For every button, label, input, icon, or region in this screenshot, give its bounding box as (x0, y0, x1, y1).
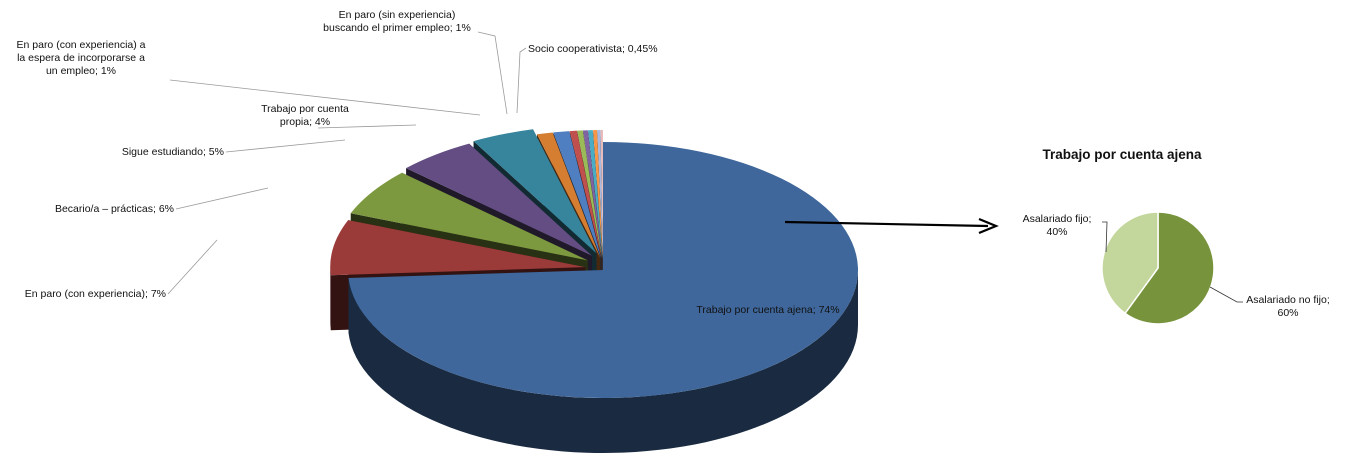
slice-label-en-paro-con-experiencia-1: En paro (con experiencia); 7% (25, 288, 166, 300)
sub-leader-line-asalariado-no-fijo-0 (1210, 287, 1243, 302)
sub-slice-label-asalariado-fijo-1: Asalariado fijo; 40% (1023, 213, 1092, 238)
leader-line-en-paro-con-experiencia-1 (168, 240, 217, 294)
slice-label-socio-cooperativista-7: Socio cooperativista; 0,45% (528, 43, 658, 55)
slice-label-becario-a-practicas-2: Becario/a – prácticas; 6% (55, 203, 174, 215)
sub-leader-line-asalariado-fijo-1 (1102, 222, 1107, 252)
slice-label-trabajo-por-cuenta-propia-4: Trabajo por cuenta propia; 4% (261, 103, 349, 128)
sub-pie (1102, 212, 1214, 324)
sub-slice-label-asalariado-no-fijo-0: Asalariado no fijo; 60% (1246, 294, 1329, 319)
leader-line-sigue-estudiando-3 (226, 140, 345, 152)
slice-label-en-paro-sin-experiencia-buscando-el-primer-empleo-6: En paro (sin experiencia) buscando el pri… (323, 9, 471, 34)
sub-pie-title: Trabajo por cuenta ajena (1042, 147, 1202, 162)
leader-line-trabajo-por-cuenta-propia-4 (318, 125, 416, 128)
leader-line-socio-cooperativista-7 (517, 48, 526, 113)
leader-line-en-paro-sin-experiencia-buscando-el-primer-empleo-6 (478, 32, 507, 114)
slice-label-trabajo-por-cuenta-ajena-0: Trabajo por cuenta ajena; 74% (696, 304, 839, 316)
slice-label-sigue-estudiando-3: Sigue estudiando; 5% (122, 146, 224, 158)
main-pie (330, 129, 858, 453)
slice-label-en-paro-con-experiencia-a-la-espera-de-incorporarse-a-un-empleo-5: En paro (con experiencia) a la espera de … (17, 39, 146, 77)
leader-line-becario-a-practicas-2 (176, 188, 268, 209)
